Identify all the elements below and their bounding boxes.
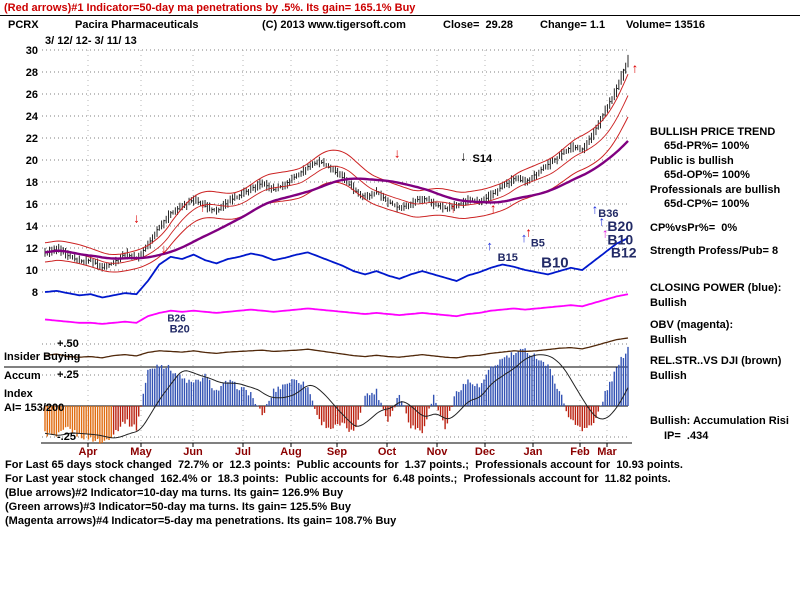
svg-text:Dec: Dec	[475, 446, 495, 458]
svg-text:↑: ↑	[525, 225, 532, 240]
minus25-tick-label: -.25	[57, 431, 76, 443]
relstr-status: Bullish	[650, 370, 687, 382]
svg-text:B12: B12	[611, 245, 637, 261]
svg-text:Jan: Jan	[524, 446, 543, 458]
svg-text:14: 14	[26, 221, 39, 233]
insider-buying-label: Insider Buying	[4, 351, 81, 363]
index-label: Index	[4, 388, 33, 400]
svg-text:B36: B36	[598, 208, 618, 220]
cp-vs-pr: CP%vsPr%= 0%	[650, 222, 738, 234]
header-divider	[0, 15, 800, 16]
svg-text:↓: ↓	[133, 210, 140, 225]
footer-line-year: For Last year stock changed 162.4% or 18…	[5, 473, 671, 485]
footer-line-65day: For Last 65 days stock changed 72.7% or …	[5, 459, 683, 471]
svg-text:Feb: Feb	[570, 446, 590, 458]
professionals-status: Professionals are bullish	[650, 184, 781, 196]
svg-text:Aug: Aug	[280, 446, 301, 458]
svg-text:B15: B15	[498, 252, 518, 264]
svg-text:Apr: Apr	[79, 446, 99, 458]
svg-text:B20: B20	[607, 218, 633, 234]
ticker-symbol: PCRX	[8, 19, 39, 31]
strength-ratio: Strength Profess/Pub= 8	[650, 245, 779, 257]
ai-value: AI= 153/200	[4, 402, 65, 414]
svg-text:20: 20	[26, 155, 38, 167]
accumulation-note: Bullish: Accumulation Risi	[650, 415, 789, 427]
svg-text:10: 10	[26, 265, 38, 277]
svg-text:12: 12	[26, 243, 38, 255]
bullish-trend-title: BULLISH PRICE TREND	[650, 126, 776, 138]
op-percent: 65d-OP%= 100%	[664, 169, 750, 181]
relstr-title: REL.STR..VS DJI (brown)	[650, 355, 782, 367]
ip-value: IP= .434	[664, 430, 709, 442]
footer-line-green-arrows: (Green arrows)#3 Indicator=50-day ma tur…	[5, 501, 352, 513]
svg-text:28: 28	[26, 67, 38, 79]
footer-line-blue-arrows: (Blue arrows)#2 Indicator=10-day ma turn…	[5, 487, 344, 499]
svg-text:30: 30	[26, 45, 38, 57]
svg-text:↑: ↑	[632, 61, 639, 76]
accum-label: Accum	[4, 370, 41, 382]
svg-text:↓: ↓	[460, 149, 467, 164]
change-value: Change= 1.1	[540, 19, 606, 31]
svg-text:B5: B5	[531, 238, 545, 250]
footer-line-magenta-arrows: (Magenta arrows)#4 Indicator=5-day ma pe…	[5, 515, 397, 527]
svg-text:Sep: Sep	[327, 446, 347, 458]
svg-text:↓: ↓	[161, 241, 168, 256]
copyright: (C) 2013 www.tigersoft.com	[262, 19, 406, 31]
pr-percent: 65d-PR%= 100%	[664, 140, 750, 152]
svg-text:B20: B20	[170, 323, 190, 335]
svg-text:↑: ↑	[200, 199, 207, 214]
svg-text:↑: ↑	[450, 200, 457, 215]
close-value: Close= 29.28	[443, 19, 514, 31]
obv-status: Bullish	[650, 334, 687, 346]
svg-text:B10: B10	[607, 231, 633, 247]
cp-percent: 65d-CP%= 100%	[664, 198, 750, 210]
closing-power-status: Bullish	[650, 297, 687, 309]
svg-text:Oct: Oct	[378, 446, 397, 458]
indicator-header-line: (Red arrows)#1 Indicator=50-day ma penet…	[4, 2, 416, 14]
svg-text:22: 22	[26, 133, 38, 145]
svg-text:16: 16	[26, 199, 38, 211]
svg-text:↑: ↑	[521, 230, 528, 245]
svg-text:↓: ↓	[394, 145, 401, 160]
plus50-tick-label: +.50	[57, 338, 79, 350]
svg-text:↑: ↑	[598, 214, 605, 229]
svg-text:Mar: Mar	[597, 446, 617, 458]
volume-value: Volume= 13516	[626, 19, 705, 31]
svg-text:B10: B10	[541, 254, 569, 271]
svg-text:↑: ↑	[486, 238, 493, 253]
svg-text:8: 8	[32, 287, 38, 299]
svg-text:May: May	[130, 446, 152, 458]
closing-power-title: CLOSING POWER (blue):	[650, 282, 782, 294]
svg-text:S14: S14	[473, 153, 493, 165]
svg-text:18: 18	[26, 177, 38, 189]
svg-text:↑: ↑	[602, 226, 609, 241]
svg-text:Jun: Jun	[183, 446, 203, 458]
svg-text:24: 24	[26, 111, 39, 123]
svg-text:Jul: Jul	[235, 446, 251, 458]
date-range: 3/ 12/ 12- 3/ 11/ 13	[45, 35, 137, 47]
public-status: Public is bullish	[650, 155, 734, 167]
svg-text:Nov: Nov	[427, 446, 449, 458]
plus25-tick-label: +.25	[57, 369, 79, 381]
svg-text:B26: B26	[167, 313, 186, 324]
company-name: Pacira Pharmaceuticals	[75, 19, 199, 31]
svg-text:26: 26	[26, 89, 38, 101]
obv-title: OBV (magenta):	[650, 319, 734, 331]
svg-text:↑: ↑	[592, 202, 599, 217]
svg-text:↑: ↑	[490, 200, 497, 215]
